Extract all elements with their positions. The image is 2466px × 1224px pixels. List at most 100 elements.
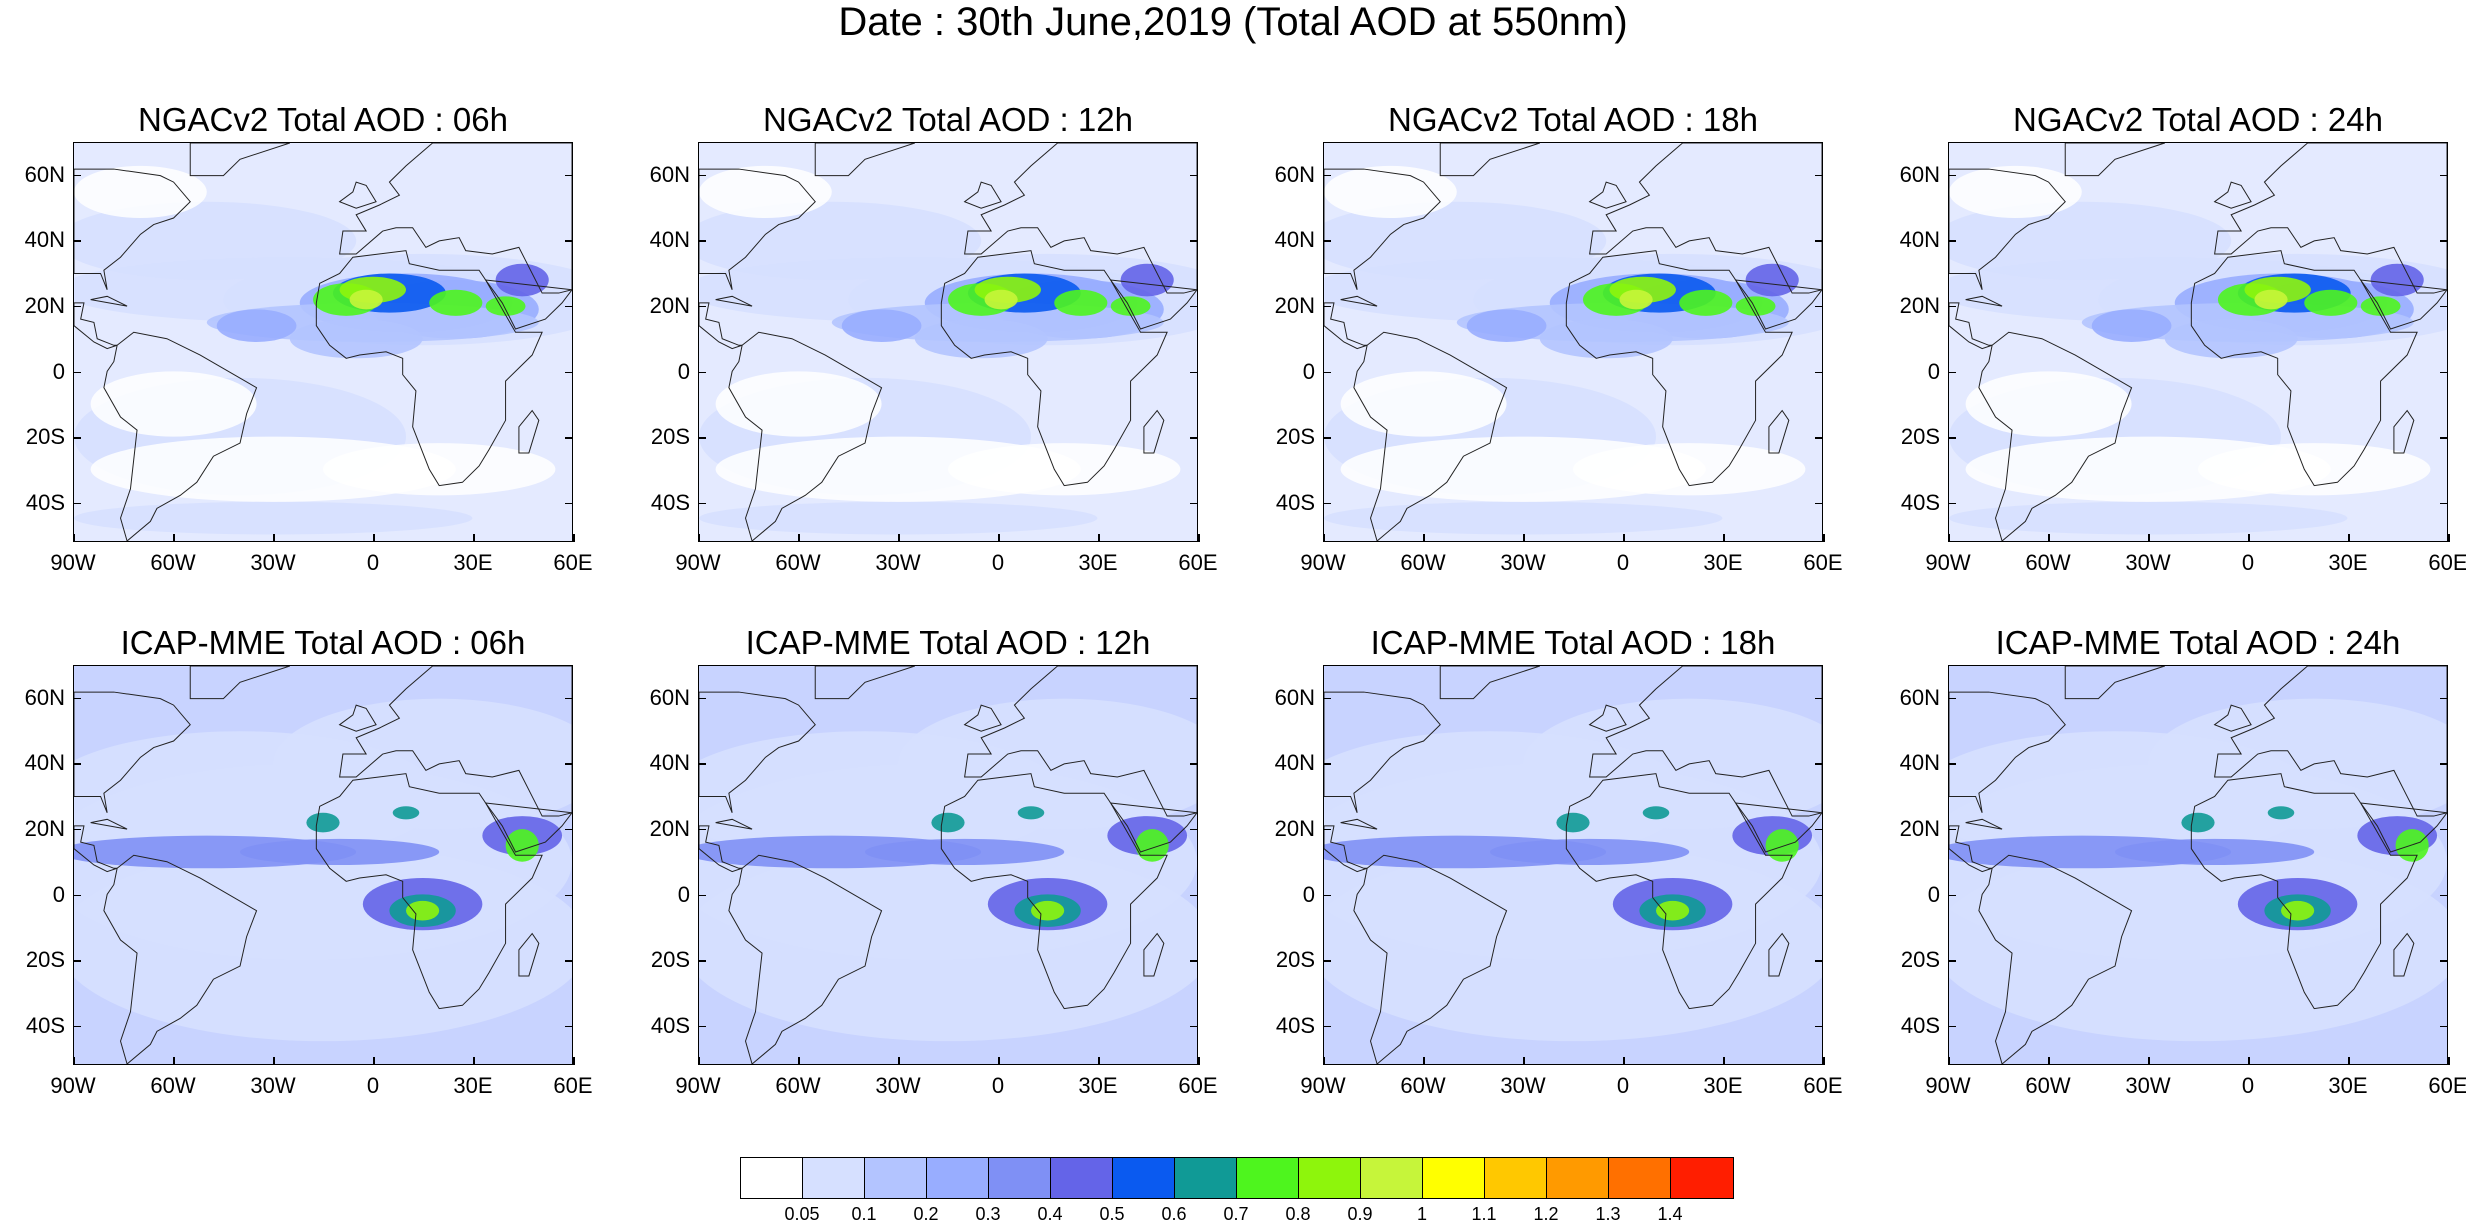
y-tick-mark xyxy=(565,174,573,177)
y-tick-mark xyxy=(698,371,706,373)
y-tick-label: 40S xyxy=(1275,1012,1315,1038)
y-tick-mark xyxy=(73,1025,81,1028)
y-tick-label: 60N xyxy=(24,684,65,710)
y-tick-label: 20N xyxy=(1274,815,1315,841)
colorbar-label: 0.9 xyxy=(1347,1204,1373,1224)
x-tick-mark xyxy=(1823,534,1825,542)
x-tick-mark xyxy=(2048,534,2050,542)
x-tick-label: 30E xyxy=(1078,1073,1118,1098)
y-tick-mark xyxy=(73,697,81,700)
x-tick-label: 60E xyxy=(2428,1073,2466,1098)
y-tick-label: 40N xyxy=(1899,750,1940,776)
colorbar-swatch xyxy=(1299,1158,1361,1198)
x-tick-label: 90W xyxy=(50,1073,96,1098)
colorbar-label: 0.05 xyxy=(784,1204,820,1224)
y-tick-mark xyxy=(565,697,573,700)
x-tick-label: 0 xyxy=(1616,1073,1630,1098)
y-tick-mark xyxy=(2440,437,2448,439)
y-tick-mark xyxy=(1190,697,1198,700)
y-tick-mark xyxy=(565,437,573,439)
colorbar-swatch xyxy=(803,1158,865,1198)
y-tick-mark xyxy=(73,240,81,242)
y-tick-mark xyxy=(698,960,706,962)
y-tick-mark xyxy=(1948,174,1956,177)
y-tick-mark xyxy=(565,894,573,896)
x-tick-mark xyxy=(1098,534,1100,542)
panel-title: NGACv2 Total AOD : 06h xyxy=(138,101,508,138)
colorbar-swatch xyxy=(1423,1158,1485,1198)
y-tick-mark xyxy=(565,240,573,242)
y-tick-mark xyxy=(2440,763,2448,765)
aod-map xyxy=(698,665,1198,1065)
y-tick-mark xyxy=(1948,305,1956,308)
x-tick-label: 60E xyxy=(553,1073,593,1098)
y-tick-label: 40S xyxy=(25,489,65,515)
y-tick-label: 0 xyxy=(52,358,65,384)
x-tick-mark xyxy=(1623,534,1625,542)
x-tick-mark xyxy=(1523,1057,1525,1065)
y-tick-mark xyxy=(1948,828,1956,831)
x-tick-mark xyxy=(998,534,1000,542)
x-tick-mark xyxy=(273,1057,275,1065)
colorbar-label: 0.2 xyxy=(913,1204,939,1224)
y-tick-mark xyxy=(565,828,573,831)
y-tick-mark xyxy=(1948,960,1956,962)
x-tick-label: 60E xyxy=(2428,550,2466,575)
y-tick-mark xyxy=(698,828,706,831)
y-tick-mark xyxy=(698,894,706,896)
x-tick-mark xyxy=(173,1057,175,1065)
y-tick-label: 60N xyxy=(24,161,65,187)
y-tick-label: 40S xyxy=(1275,489,1315,515)
x-tick-label: 0 xyxy=(366,550,380,575)
x-tick-label: 90W xyxy=(675,550,721,575)
y-tick-mark xyxy=(1323,894,1331,896)
x-tick-mark xyxy=(173,534,175,542)
y-tick-mark xyxy=(1190,894,1198,896)
y-tick-mark xyxy=(73,305,81,308)
aod-map xyxy=(73,665,573,1065)
x-tick-mark xyxy=(898,534,900,542)
y-tick-label: 40N xyxy=(24,227,65,253)
y-tick-label: 20S xyxy=(1900,947,1940,973)
colorbar-swatch xyxy=(1361,1158,1423,1198)
panel-title: NGACv2 Total AOD : 24h xyxy=(2013,101,2383,138)
y-tick-mark xyxy=(1815,240,1823,242)
x-tick-mark xyxy=(798,534,800,542)
map-panel: NGACv2 Total AOD : 06h 60N 40N 20N 0 20S 40S 90… xyxy=(25,102,593,576)
x-tick-mark xyxy=(998,1057,1000,1065)
y-tick-mark xyxy=(73,960,81,962)
y-tick-mark xyxy=(698,697,706,700)
y-tick-mark xyxy=(1815,763,1823,765)
y-tick-mark xyxy=(2440,240,2448,242)
y-tick-mark xyxy=(1190,305,1198,308)
x-tick-label: 30E xyxy=(1703,550,1743,575)
y-tick-mark xyxy=(1815,305,1823,308)
x-tick-mark xyxy=(1723,1057,1725,1065)
colorbar-label: 0.1 xyxy=(851,1204,877,1224)
aod-map xyxy=(698,142,1198,542)
y-tick-mark xyxy=(73,371,81,373)
y-tick-mark xyxy=(1190,174,1198,177)
x-tick-mark xyxy=(1323,1057,1325,1065)
y-tick-label: 0 xyxy=(677,358,690,384)
x-tick-label: 30E xyxy=(2328,550,2368,575)
y-tick-mark xyxy=(698,174,706,177)
colorbar-label: 1.1 xyxy=(1471,1204,1497,1224)
x-tick-mark xyxy=(1723,534,1725,542)
x-tick-mark xyxy=(73,1057,75,1065)
x-tick-label: 90W xyxy=(50,550,96,575)
colorbar-swatch xyxy=(1175,1158,1237,1198)
aod-map xyxy=(1948,142,2448,542)
y-tick-label: 20N xyxy=(649,292,690,318)
x-tick-label: 30W xyxy=(1500,1073,1546,1098)
y-tick-mark xyxy=(1815,828,1823,831)
colorbar-swatch xyxy=(1547,1158,1609,1198)
x-tick-mark xyxy=(473,534,475,542)
x-tick-label: 30E xyxy=(453,1073,493,1098)
x-tick-label: 30W xyxy=(250,550,296,575)
y-tick-mark xyxy=(1815,894,1823,896)
y-tick-label: 0 xyxy=(1927,881,1940,907)
panel-title: NGACv2 Total AOD : 12h xyxy=(763,101,1133,138)
y-tick-mark xyxy=(2440,174,2448,177)
y-tick-mark xyxy=(1323,960,1331,962)
